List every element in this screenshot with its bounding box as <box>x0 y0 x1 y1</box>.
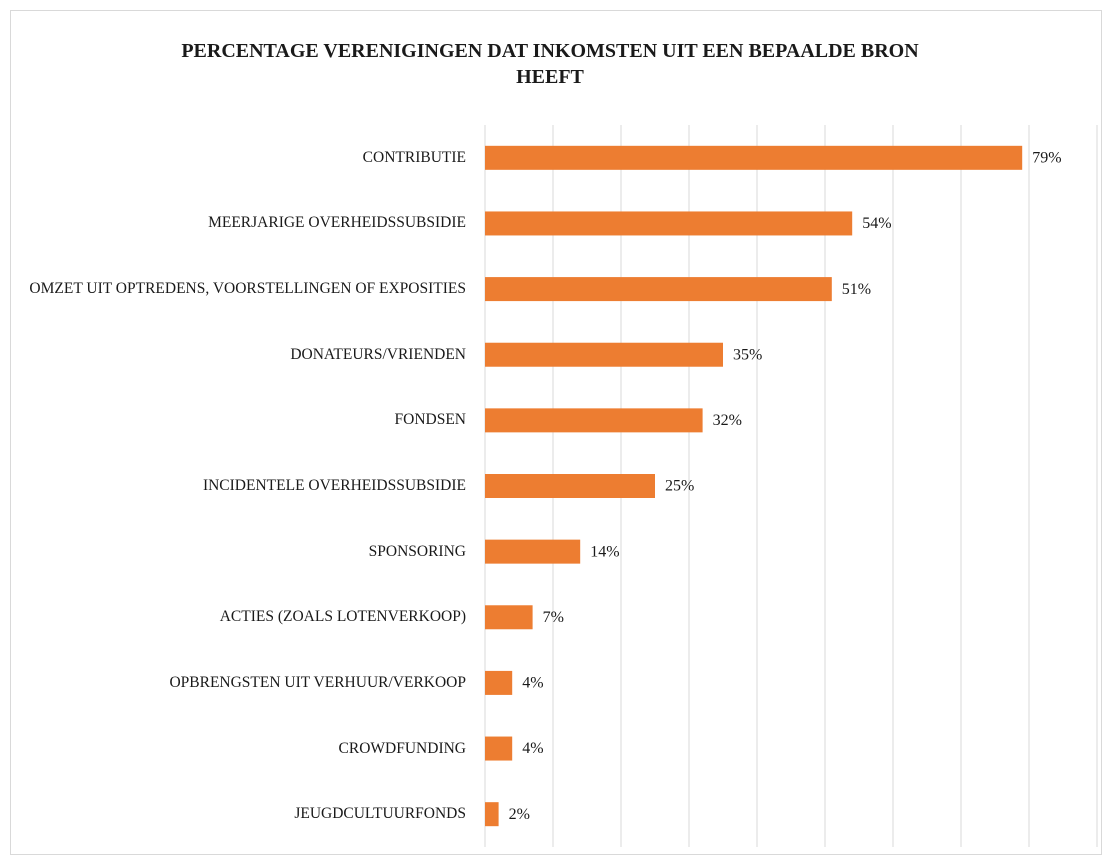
value-label: 35% <box>733 346 762 363</box>
bar <box>485 145 1023 170</box>
category-label: FONDSEN <box>394 411 466 429</box>
category-label: OMZET UIT OPTREDENS, VOORSTELLINGEN OF E… <box>29 280 466 298</box>
bar <box>485 539 581 564</box>
category-label: SPONSORING <box>368 542 466 560</box>
category-label: OPBRENGSTEN UIT VERHUUR/VERKOOP <box>169 673 466 691</box>
bar <box>485 408 703 433</box>
bar <box>485 802 499 827</box>
category-label: MEERJARIGE OVERHEIDSSUBSIDIE <box>208 214 466 232</box>
category-label: ACTIES (ZOALS LOTENVERKOOP) <box>219 608 466 626</box>
bar <box>485 670 513 695</box>
category-label: INCIDENTELE OVERHEIDSSUBSIDIE <box>202 477 466 494</box>
value-label: 4% <box>522 740 543 757</box>
value-label: 2% <box>509 806 530 823</box>
value-label: 4% <box>522 675 543 692</box>
bar <box>485 342 723 367</box>
category-label: CONTRIBUTIE <box>362 148 466 166</box>
category-label: DONATEURS/VRIENDEN <box>290 345 466 363</box>
bar <box>485 474 655 498</box>
value-label: 51% <box>842 281 871 298</box>
value-label: 25% <box>665 478 694 495</box>
value-label: 79% <box>1032 149 1061 166</box>
value-label: 54% <box>862 215 891 232</box>
bar <box>485 605 533 630</box>
category-label: JEUGDCULTUURFONDS <box>294 805 466 823</box>
chart-border <box>10 10 1102 855</box>
value-label: 14% <box>590 543 619 560</box>
bar <box>485 211 853 236</box>
value-label: 7% <box>543 609 564 626</box>
value-label: 32% <box>713 412 742 429</box>
bar <box>485 277 832 302</box>
chart-title: PERCENTAGE VERENIGINGEN DAT INKOMSTEN UI… <box>181 40 919 88</box>
category-label: CROWDFUNDING <box>338 739 466 757</box>
bar <box>485 736 513 761</box>
